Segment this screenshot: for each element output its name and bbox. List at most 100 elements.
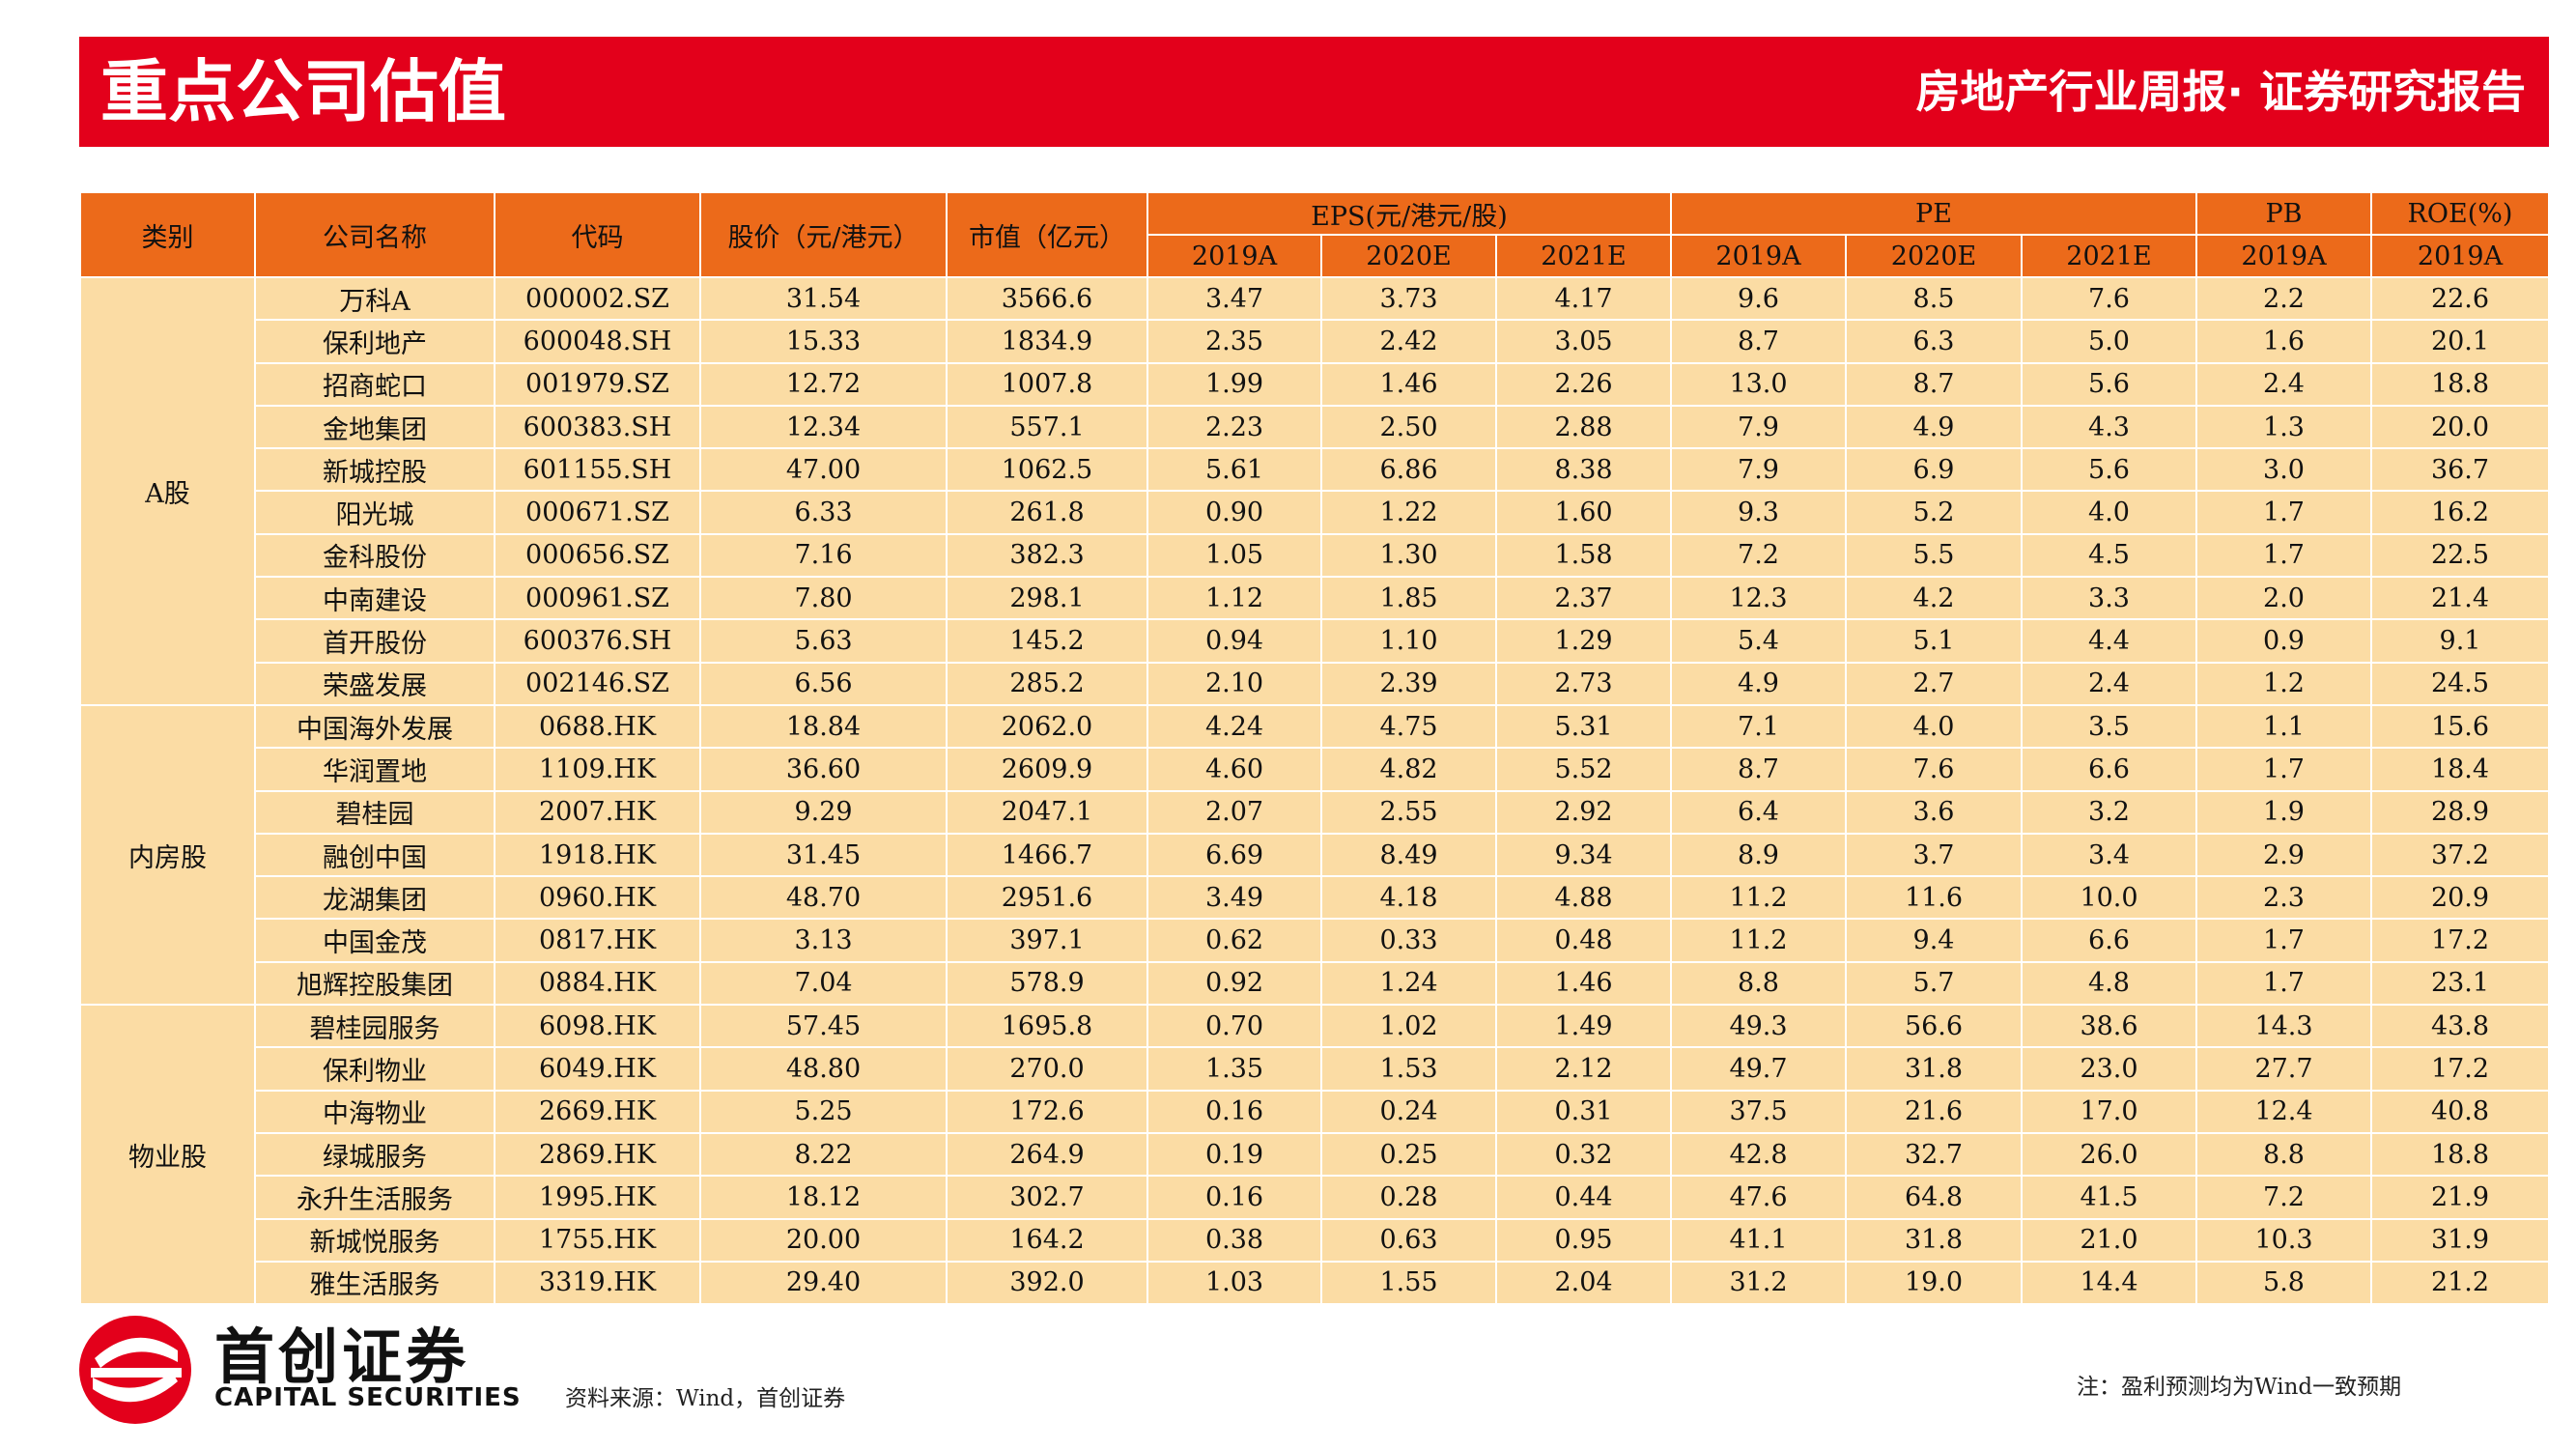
valuation-table: 类别 公司名称 代码 股价（元/港元） 市值（亿元） EPS(元/港元/股) P… [79, 191, 2550, 1306]
market-cap-cell: 382.3 [946, 532, 1148, 579]
header-eps-2020e: 2020E [1320, 234, 1497, 278]
eps-2021e-cell: 2.37 [1495, 576, 1672, 621]
eps-2020e-cell: 2.55 [1320, 789, 1497, 835]
roe-2019a-cell: 18.8 [2370, 361, 2550, 407]
pb-2019a-cell: 12.4 [2195, 1089, 2372, 1134]
price-cell: 48.70 [699, 875, 948, 921]
roe-2019a-cell: 20.9 [2370, 875, 2550, 921]
roe-2019a-cell: 22.6 [2370, 275, 2550, 322]
company-name-cell: 龙湖集团 [254, 875, 495, 921]
company-name-cell: 永升生活服务 [254, 1175, 495, 1220]
pe-2020e-cell: 32.7 [1845, 1131, 2023, 1178]
eps-2021e-cell: 1.58 [1495, 532, 1672, 579]
company-name-cell: 万科A [254, 275, 495, 322]
pe-2021e-cell: 5.6 [2021, 447, 2197, 493]
header-eps-2019a: 2019A [1146, 234, 1322, 278]
header-code: 代码 [494, 191, 701, 278]
eps-2019a-cell: 0.16 [1146, 1175, 1322, 1220]
pe-2020e-cell: 5.5 [1845, 532, 2023, 579]
eps-2019a-cell: 0.94 [1146, 618, 1322, 664]
market-cap-cell: 164.2 [946, 1217, 1148, 1263]
price-cell: 12.72 [699, 361, 948, 407]
eps-2019a-cell: 0.19 [1146, 1131, 1322, 1178]
eps-2021e-cell: 2.88 [1495, 404, 1672, 450]
table-row: 物业股 碧桂园服务 6098.HK 57.45 1695.8 0.70 1.02 1.49 49… [79, 1004, 2550, 1306]
market-cap-cell: 578.9 [946, 960, 1148, 1007]
pe-2021e-cell: 4.3 [2021, 404, 2197, 450]
eps-2019a-cell: 3.49 [1146, 875, 1322, 921]
pe-2019a-cell: 8.7 [1670, 747, 1847, 792]
market-cap-cell: 392.0 [946, 1260, 1148, 1306]
company-name-cell: 中国海外发展 [254, 703, 495, 750]
eps-2020e-cell: 3.73 [1320, 275, 1497, 322]
table-row: 保利地产 600048.SH 15.33 1834.9 2.35 2.42 3.05 8.7 6… [80, 319, 2550, 364]
pe-2020e-cell: 3.7 [1845, 832, 2023, 878]
pe-2019a-cell: 7.9 [1670, 404, 1847, 450]
eps-2020e-cell: 0.28 [1320, 1175, 1497, 1220]
roe-2019a-cell: 24.5 [2370, 661, 2550, 706]
price-cell: 29.40 [699, 1260, 948, 1306]
roe-2019a-cell: 23.1 [2370, 960, 2550, 1007]
company-name-cell: 绿城服务 [254, 1131, 495, 1178]
company-name-cell: 金科股份 [254, 532, 495, 579]
company-name-cell: 中海物业 [254, 1089, 495, 1134]
company-logo: 首创证券 CAPITAL SECURITIES [77, 1312, 531, 1428]
roe-2019a-cell: 18.4 [2370, 747, 2550, 792]
eps-2020e-cell: 1.30 [1320, 532, 1497, 579]
code-cell: 600383.SH [494, 404, 701, 450]
eps-2020e-cell: 0.25 [1320, 1131, 1497, 1178]
eps-2020e-cell: 2.39 [1320, 661, 1497, 706]
roe-2019a-cell: 18.8 [2370, 1131, 2550, 1178]
price-cell: 18.84 [699, 703, 948, 750]
pe-2021e-cell: 23.0 [2021, 1046, 2197, 1092]
pe-2020e-cell: 8.5 [1845, 275, 2023, 322]
roe-2019a-cell: 21.2 [2370, 1260, 2550, 1306]
eps-2021e-cell: 0.95 [1495, 1217, 1672, 1263]
company-name-cell: 碧桂园 [254, 789, 495, 835]
market-cap-cell: 2047.1 [946, 789, 1148, 835]
header-pb-2019a: 2019A [2195, 234, 2372, 278]
market-cap-cell: 1062.5 [946, 447, 1148, 493]
pe-2020e-cell: 31.8 [1845, 1217, 2023, 1263]
pe-2020e-cell: 4.9 [1845, 404, 2023, 450]
table-row: A股 万科A 000002.SZ 31.54 3566.6 3.47 3.73 4.17 9.6… [79, 275, 2550, 706]
eps-2019a-cell: 0.70 [1146, 1004, 1322, 1049]
table-row: 荣盛发展 002146.SZ 6.56 285.2 2.10 2.39 2.73 4.9 2.7… [80, 661, 2550, 706]
eps-2020e-cell: 1.53 [1320, 1046, 1497, 1092]
pe-2019a-cell: 12.3 [1670, 576, 1847, 621]
pe-2021e-cell: 5.0 [2021, 319, 2197, 364]
company-name-cell: 中国金茂 [254, 918, 495, 963]
pb-2019a-cell: 1.6 [2195, 319, 2372, 364]
pe-2021e-cell: 26.0 [2021, 1131, 2197, 1178]
table-row: 龙湖集团 0960.HK 48.70 2951.6 3.49 4.18 4.88 11.2 11… [80, 875, 2550, 921]
price-cell: 20.00 [699, 1217, 948, 1263]
pe-2019a-cell: 7.2 [1670, 532, 1847, 579]
table-row: 永升生活服务 1995.HK 18.12 302.7 0.16 0.28 0.44 47.6 6… [80, 1175, 2550, 1220]
header-pe: PE [1670, 191, 2197, 236]
pe-2020e-cell: 31.8 [1845, 1046, 2023, 1092]
pb-2019a-cell: 1.3 [2195, 404, 2372, 450]
pb-2019a-cell: 2.0 [2195, 576, 2372, 621]
eps-2019a-cell: 0.92 [1146, 960, 1322, 1007]
roe-2019a-cell: 20.0 [2370, 404, 2550, 450]
logo-english-name: CAPITAL SECURITIES [214, 1383, 522, 1412]
company-name-cell: 新城控股 [254, 447, 495, 493]
price-cell: 48.80 [699, 1046, 948, 1092]
header-eps: EPS(元/港元/股) [1146, 191, 1672, 236]
table-row: 华润置地 1109.HK 36.60 2609.9 4.60 4.82 5.52 8.7 7.6… [80, 747, 2550, 792]
category-cell: A股 [79, 276, 256, 706]
eps-2019a-cell: 0.38 [1146, 1217, 1322, 1263]
table-row: 招商蛇口 001979.SZ 12.72 1007.8 1.99 1.46 2.26 13.0… [80, 361, 2550, 407]
company-name-cell: 保利地产 [254, 319, 495, 364]
price-cell: 12.34 [699, 404, 948, 450]
market-cap-cell: 3566.6 [946, 275, 1148, 322]
code-cell: 1918.HK [494, 832, 701, 878]
eps-2021e-cell: 2.92 [1495, 789, 1672, 835]
price-cell: 6.56 [699, 661, 948, 706]
code-cell: 2007.HK [494, 789, 701, 835]
price-cell: 3.13 [699, 918, 948, 963]
pe-2019a-cell: 7.1 [1670, 703, 1847, 750]
price-cell: 15.33 [699, 319, 948, 364]
pe-2021e-cell: 3.4 [2021, 832, 2197, 878]
pe-2019a-cell: 47.6 [1670, 1175, 1847, 1220]
